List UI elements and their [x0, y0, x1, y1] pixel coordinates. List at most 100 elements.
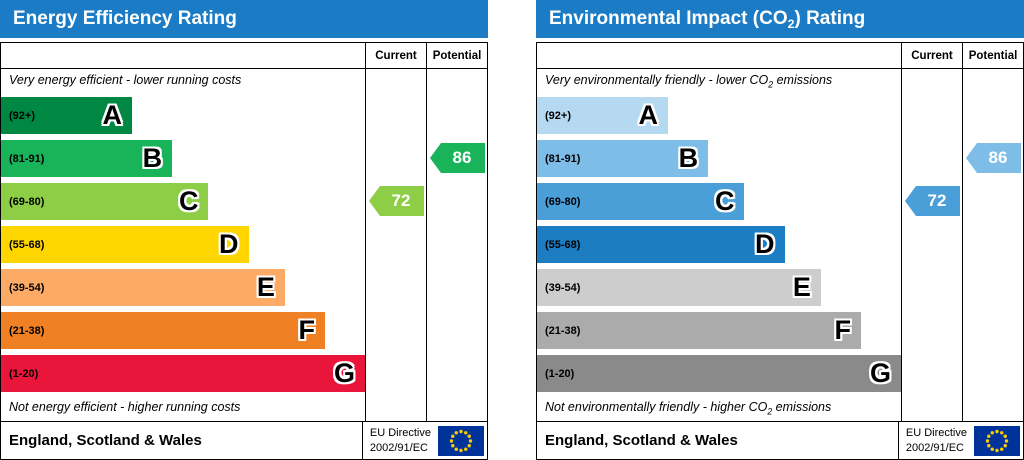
band-letter: E: [256, 272, 275, 302]
chart-title-text-post: ) Rating: [794, 8, 866, 29]
region-label: England, Scotland & Wales: [9, 432, 202, 449]
rating-band-e: (39-54) E: [1, 269, 285, 306]
chart-body: Very environmentally friendly - lower CO…: [537, 69, 1023, 421]
band-range-label: (92+): [9, 109, 35, 122]
rating-band-a: (92+) A: [1, 97, 133, 134]
column-headers: Current Potential: [537, 43, 1023, 69]
band-letter: B: [678, 143, 699, 173]
band-row: (21-38) F: [1, 309, 365, 352]
chart-title-text: Environmental Impact (CO: [549, 8, 788, 29]
band-letter: F: [834, 315, 851, 345]
eu-directive-label: EU Directive 2002/91/EC: [897, 422, 974, 459]
band-letter: C: [714, 186, 735, 216]
bands-column: Very environmentally friendly - lower CO…: [537, 69, 901, 421]
rating-band-c: (69-80) C: [537, 183, 745, 220]
bands-column: Very energy efficient - lower running co…: [1, 69, 365, 421]
column-header-spacer: [537, 43, 901, 68]
band-range-label: (55-68): [545, 238, 581, 251]
rating-band-e: (39-54) E: [537, 269, 821, 306]
rating-bands: (92+) A (81-91) B (69-80) C (55-68) D (39-54) E (2…: [537, 94, 901, 396]
environmental-impact-chart: Environmental Impact (CO 2) Rating Curren…: [536, 0, 1024, 460]
band-letter: A: [102, 100, 123, 130]
band-row: (92+) A: [1, 94, 365, 137]
band-range-label: (39-54): [9, 281, 45, 294]
rating-band-d: (55-68) D: [1, 226, 249, 263]
band-letter: C: [178, 186, 199, 216]
band-row: (55-68) D: [537, 223, 901, 266]
rating-band-b: (81-91) B: [537, 140, 709, 177]
current-rating-pointer: 72: [369, 186, 424, 216]
rating-band-g: (1-20) G: [1, 355, 365, 392]
co2-chart-title: Environmental Impact (CO 2) Rating: [536, 0, 1024, 38]
rating-band-b: (81-91) B: [1, 140, 173, 177]
band-row: (39-54) E: [537, 266, 901, 309]
current-column: 72: [901, 69, 962, 421]
column-headers: Current Potential: [1, 43, 487, 69]
potential-column: 86: [426, 69, 487, 421]
band-letter: D: [219, 229, 239, 259]
band-range-label: (81-91): [545, 152, 581, 165]
rating-band-a: (92+) A: [537, 97, 669, 134]
band-row: (81-91) B: [1, 137, 365, 180]
rating-bands: (92+) A (81-91) B (69-80) C (55-68) D (39-54) E (2…: [1, 94, 365, 396]
band-row: (92+) A: [537, 94, 901, 137]
rating-band-g: (1-20) G: [537, 355, 901, 392]
band-letter: E: [792, 272, 811, 302]
band-letter: G: [333, 358, 355, 388]
energy-chart-title: Energy Efficiency Rating: [0, 0, 488, 38]
band-range-label: (21-38): [545, 324, 581, 337]
band-row: (81-91) B: [537, 137, 901, 180]
current-column: 72: [365, 69, 426, 421]
band-row: (21-38) F: [537, 309, 901, 352]
band-letter: B: [142, 143, 163, 173]
band-letter: A: [638, 100, 659, 130]
band-range-label: (1-20): [545, 367, 575, 380]
bottom-caption: Not environmentally friendly - higher CO…: [545, 400, 832, 417]
chart-footer: England, Scotland & Wales EU Directive 2…: [537, 421, 1023, 459]
band-letter: G: [869, 358, 891, 388]
potential-rating-pointer: 86: [430, 143, 485, 173]
bottom-caption: Not energy efficient - higher running co…: [9, 400, 241, 415]
chart-title-text: Energy Efficiency Rating: [13, 8, 237, 29]
band-row: (55-68) D: [1, 223, 365, 266]
energy-efficiency-chart: Energy Efficiency Rating Current Potenti…: [0, 0, 488, 460]
current-column-header: Current: [365, 43, 426, 68]
top-caption: Very environmentally friendly - lower CO…: [545, 73, 833, 90]
current-column-header: Current: [901, 43, 962, 68]
rating-band-f: (21-38) F: [1, 312, 325, 349]
potential-rating-pointer: 86: [966, 143, 1021, 173]
band-range-label: (55-68): [9, 238, 45, 251]
eu-directive-label: EU Directive 2002/91/EC: [361, 422, 438, 459]
rating-band-d: (55-68) D: [537, 226, 785, 263]
eu-flag-icon: [438, 425, 484, 456]
eu-flag-icon: [974, 425, 1020, 456]
chart-footer: England, Scotland & Wales EU Directive 2…: [1, 421, 487, 459]
top-caption: Very energy efficient - lower running co…: [9, 73, 242, 88]
chart-body: Very energy efficient - lower running co…: [1, 69, 487, 421]
region-label: England, Scotland & Wales: [545, 432, 738, 449]
potential-column-header: Potential: [962, 43, 1023, 68]
potential-column: 86: [962, 69, 1023, 421]
band-range-label: (81-91): [9, 152, 45, 165]
band-row: (39-54) E: [1, 266, 365, 309]
band-row: (69-80) C: [537, 180, 901, 223]
band-row: (1-20) G: [537, 352, 901, 395]
band-row: (69-80) C: [1, 180, 365, 223]
band-range-label: (1-20): [9, 367, 39, 380]
band-row: (1-20) G: [1, 352, 365, 395]
band-letter: F: [298, 315, 315, 345]
chart-frame: Current Potential Very energy efficient …: [0, 42, 488, 460]
band-range-label: (92+): [545, 109, 571, 122]
band-range-label: (21-38): [9, 324, 45, 337]
band-letter: D: [755, 229, 775, 259]
potential-column-header: Potential: [426, 43, 487, 68]
rating-band-c: (69-80) C: [1, 183, 209, 220]
rating-band-f: (21-38) F: [537, 312, 861, 349]
chart-title-subscript: 2: [787, 17, 795, 31]
current-rating-pointer: 72: [905, 186, 960, 216]
band-range-label: (69-80): [545, 195, 581, 208]
chart-frame: Current Potential Very environmentally f…: [536, 42, 1024, 460]
band-range-label: (39-54): [545, 281, 581, 294]
band-range-label: (69-80): [9, 195, 45, 208]
